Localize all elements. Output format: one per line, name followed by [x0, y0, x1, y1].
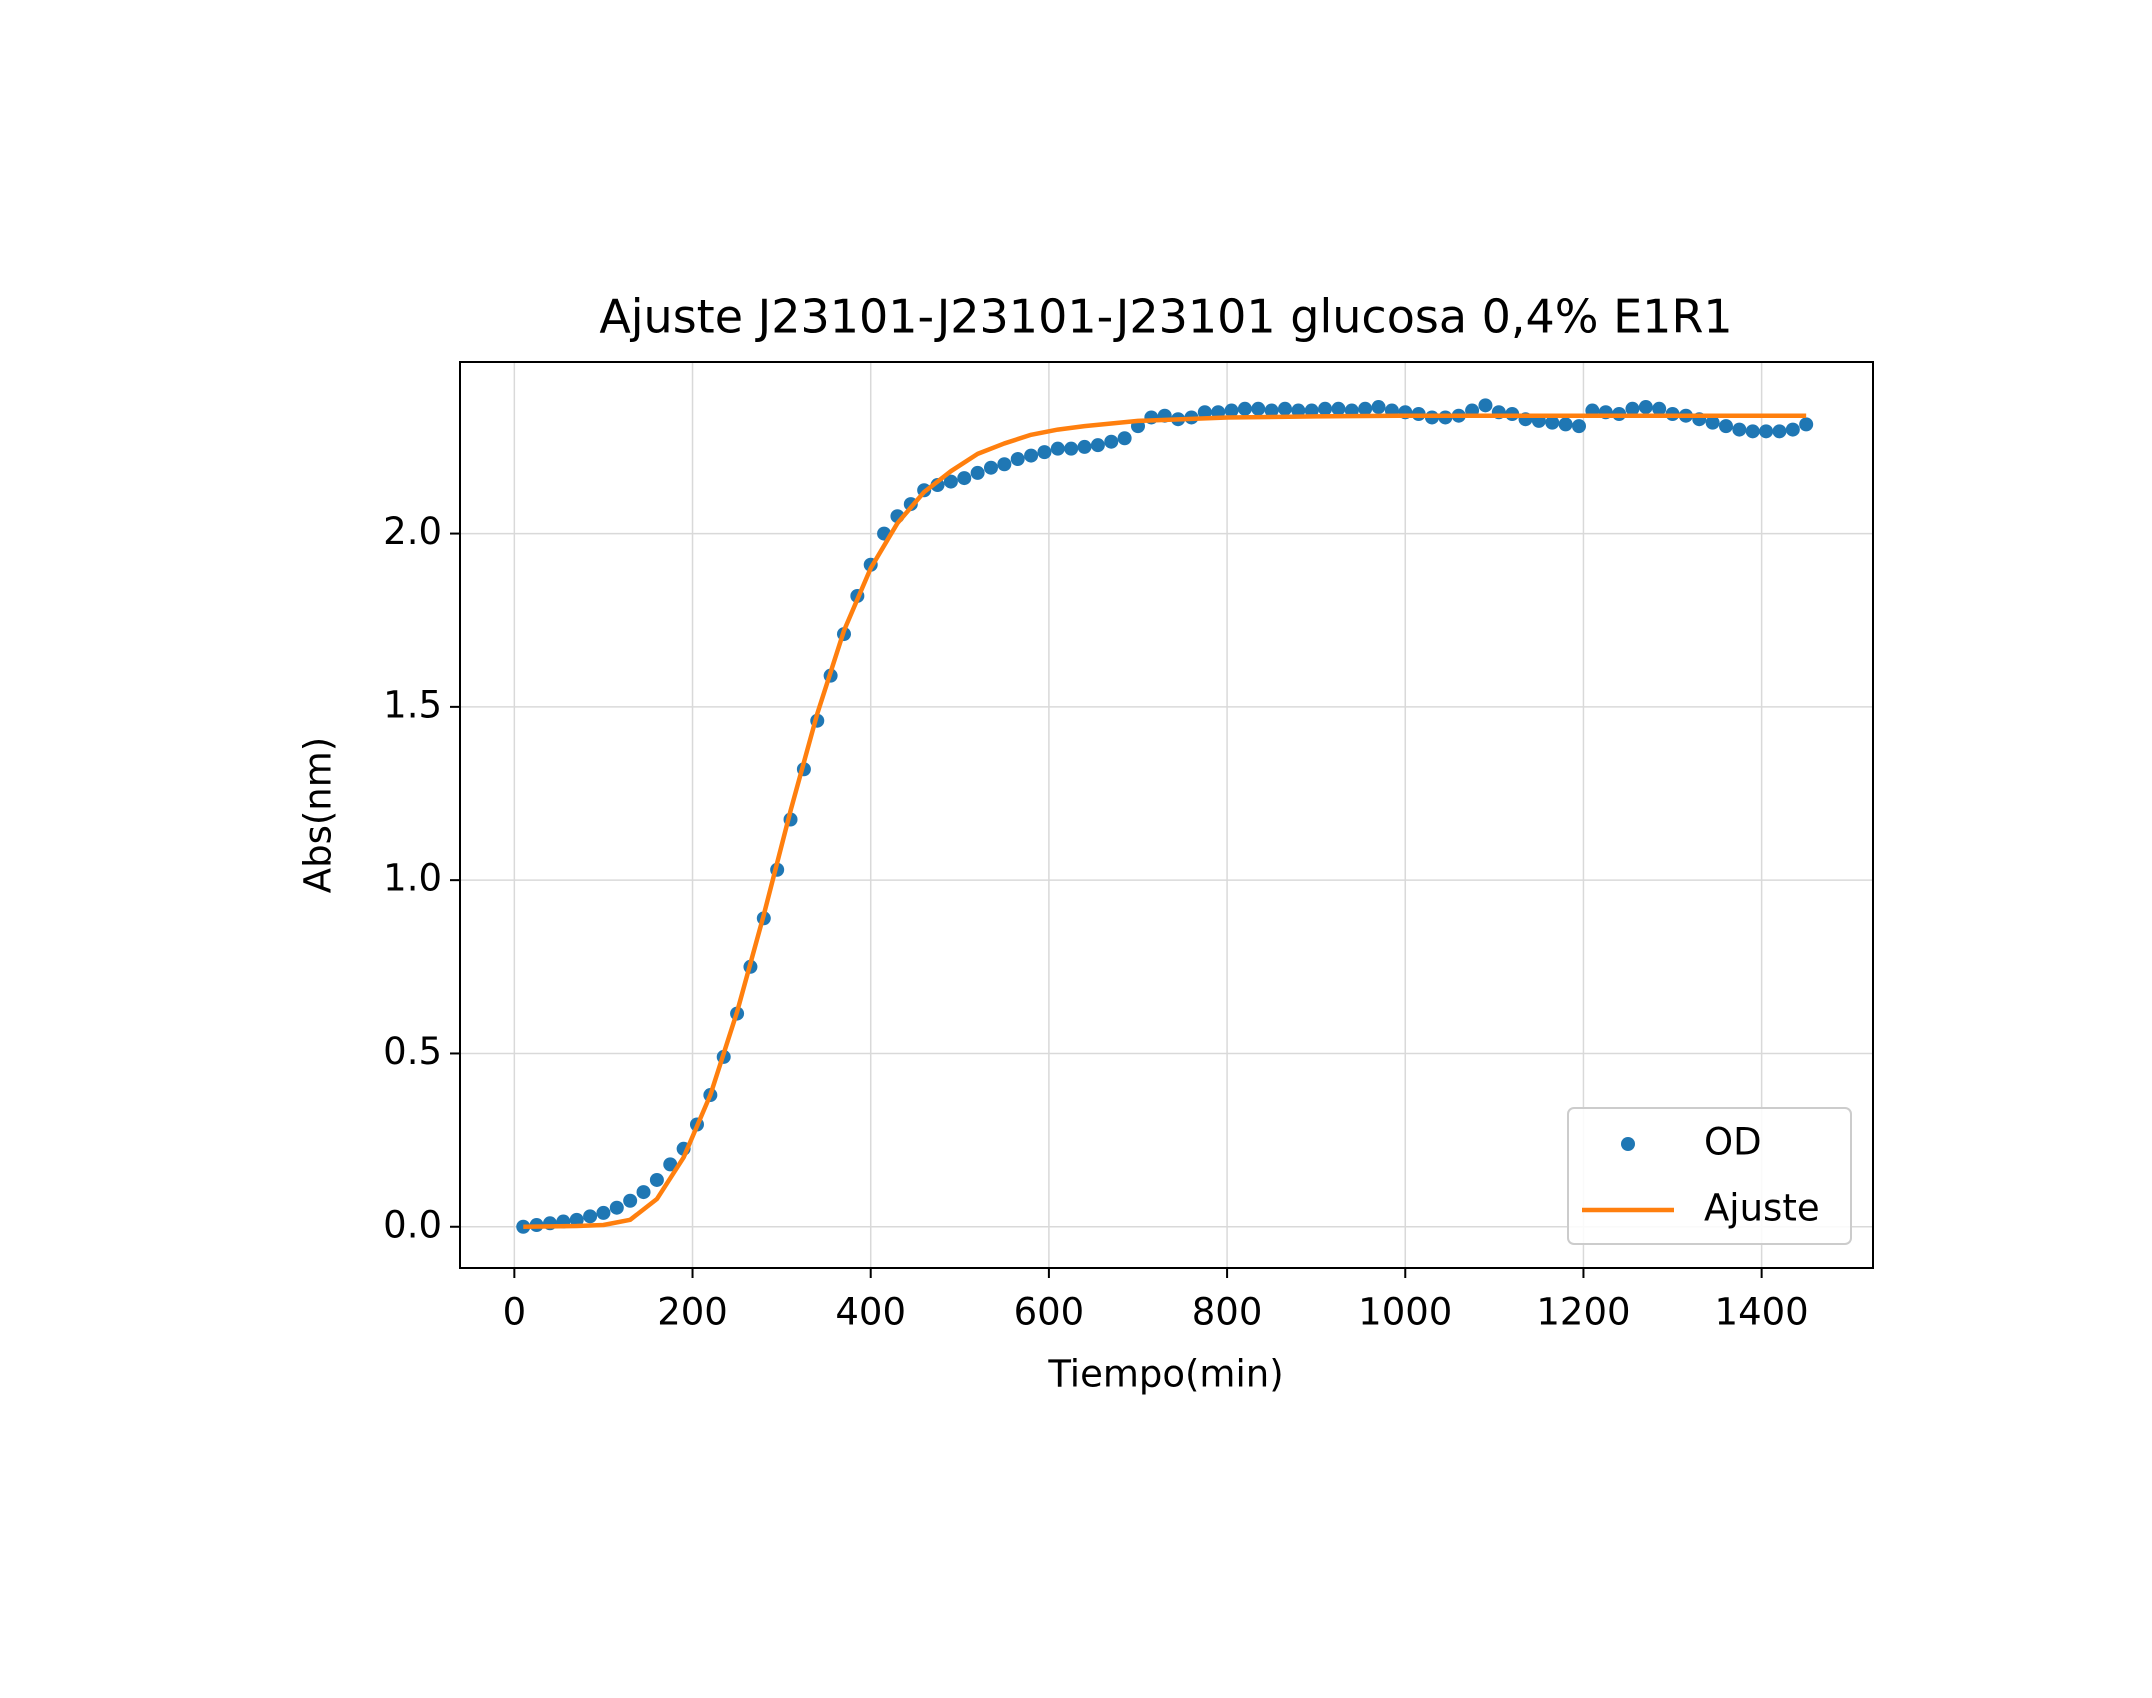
- data-point: [970, 465, 985, 480]
- plot-area: [516, 398, 1814, 1234]
- data-point: [983, 460, 998, 475]
- data-point: [1571, 419, 1586, 434]
- data-point: [1318, 401, 1333, 416]
- legend-label: Ajuste: [1704, 1187, 1820, 1230]
- data-point: [1358, 401, 1373, 416]
- legend: OD Ajuste: [1567, 1107, 1852, 1245]
- x-tick-label: 200: [657, 1291, 728, 1334]
- data-point: [1024, 448, 1039, 463]
- y-axis-label: Abs(nm): [297, 737, 340, 893]
- legend-marker: [1621, 1137, 1635, 1151]
- data-point: [649, 1172, 664, 1187]
- data-point: [1277, 401, 1292, 416]
- data-point: [1291, 403, 1306, 418]
- x-tick-label: 1000: [1358, 1291, 1452, 1334]
- data-point: [1117, 431, 1132, 446]
- data-point: [516, 1219, 531, 1234]
- x-tick-label: 800: [1192, 1291, 1263, 1334]
- data-point: [1638, 400, 1653, 415]
- y-tick-label: 1.5: [383, 683, 442, 726]
- data-point: [583, 1209, 598, 1224]
- data-point: [1104, 434, 1119, 449]
- x-axis-label: Tiempo(min): [1047, 1353, 1283, 1396]
- legend-label: OD: [1704, 1121, 1762, 1164]
- data-point: [1759, 424, 1774, 439]
- y-tick-label: 1.0: [383, 857, 442, 900]
- data-point: [1799, 417, 1814, 432]
- data-point: [663, 1157, 678, 1172]
- data-point: [1197, 405, 1212, 420]
- data-point: [1478, 398, 1493, 413]
- data-point: [1077, 439, 1092, 454]
- x-tick-label: 0: [503, 1291, 527, 1334]
- data-point: [1625, 401, 1640, 416]
- data-point: [1732, 422, 1747, 437]
- data-point: [1772, 424, 1787, 439]
- data-point: [1010, 452, 1025, 467]
- data-point: [1090, 438, 1105, 453]
- data-point: [569, 1212, 584, 1227]
- grid: [460, 362, 1873, 1268]
- axes-frame: [459, 361, 1874, 1269]
- data-point: [1064, 441, 1079, 456]
- data-point: [1251, 401, 1266, 416]
- x-tick-label: 1400: [1715, 1291, 1809, 1334]
- data-point: [1652, 401, 1667, 416]
- data-point: [1545, 415, 1560, 430]
- data-point: [609, 1200, 624, 1215]
- data-point: [943, 474, 958, 489]
- data-point: [997, 457, 1012, 472]
- y-tick-label: 0.0: [383, 1203, 442, 1246]
- data-point: [1745, 424, 1760, 439]
- data-point: [1050, 441, 1065, 456]
- data-point: [1705, 415, 1720, 430]
- x-tick-label: 1200: [1536, 1291, 1630, 1334]
- data-point: [1037, 445, 1052, 460]
- data-point: [596, 1205, 611, 1220]
- data-point: [1304, 403, 1319, 418]
- data-point: [1237, 401, 1252, 416]
- y-tick-label: 0.5: [383, 1030, 442, 1073]
- y-tick-label: 2.0: [383, 510, 442, 553]
- data-point: [623, 1193, 638, 1208]
- data-point: [1371, 400, 1386, 415]
- data-point: [1331, 401, 1346, 416]
- fit-line: [523, 413, 1807, 1230]
- x-tick-label: 600: [1014, 1291, 1085, 1334]
- data-point: [636, 1185, 651, 1200]
- data-point: [1224, 403, 1239, 418]
- data-point: [957, 471, 972, 486]
- data-point: [1558, 417, 1573, 432]
- data-point: [1264, 403, 1279, 418]
- chart-title: Ajuste J23101-J23101-J23101 glucosa 0,4%…: [599, 290, 1732, 344]
- x-tick-label: 400: [835, 1291, 906, 1334]
- data-point: [1718, 419, 1733, 434]
- data-point: [1785, 422, 1800, 437]
